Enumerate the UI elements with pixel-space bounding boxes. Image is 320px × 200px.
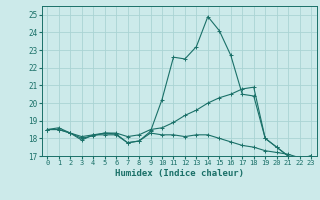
X-axis label: Humidex (Indice chaleur): Humidex (Indice chaleur)	[115, 169, 244, 178]
